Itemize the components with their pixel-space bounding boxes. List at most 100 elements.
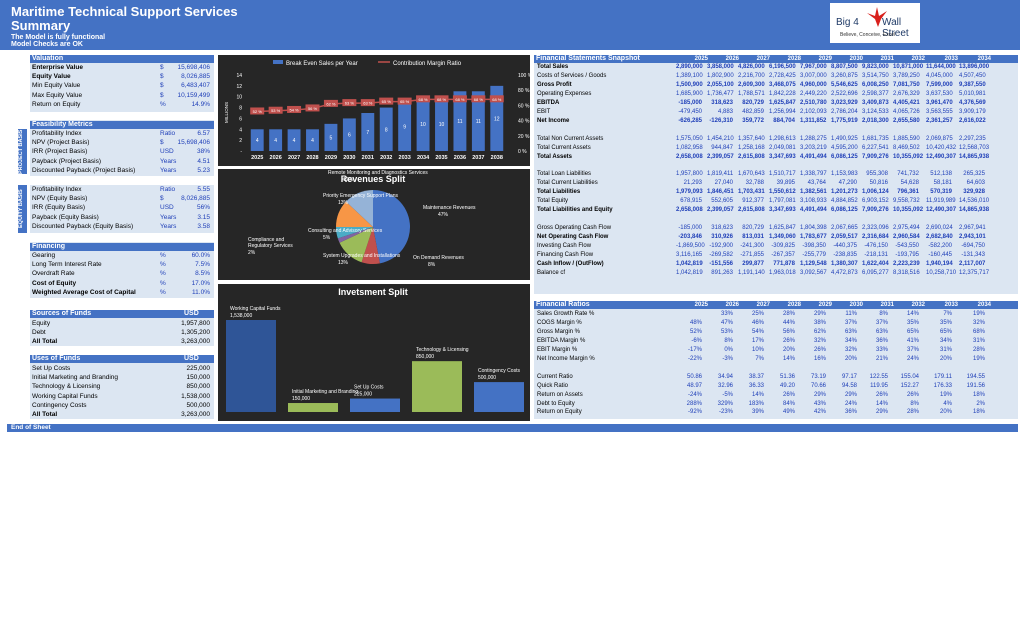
pie-slice: [346, 190, 373, 227]
snapshot-cell: 359,772: [742, 117, 764, 124]
snapshot-cell: 1,042,819: [676, 260, 703, 267]
snapshot-cell: 3,023,929: [831, 99, 858, 106]
snapshot-cell: 7,909,276: [862, 207, 889, 214]
snapshot-cell: 10,355,092: [893, 207, 924, 214]
ratios-cell: 183%: [748, 400, 764, 407]
ratios-cell: 35%: [939, 319, 952, 326]
project-metric-unit: Ratio: [160, 130, 176, 137]
snapshot-cell: 1,797,081: [769, 198, 796, 205]
margin-label: 68 %: [492, 97, 502, 102]
ratios-cell: 34.94: [717, 373, 733, 380]
pie-slice: [339, 227, 373, 263]
legend-label: Break Even Sales per Year: [286, 61, 358, 67]
snapshot-cell: -192,900: [709, 243, 733, 249]
snapshot-label: Total Liabilities: [537, 189, 581, 196]
snapshot-cell: 1,256,994: [769, 108, 796, 115]
snapshot-label: Investing Cash Flow: [537, 243, 592, 249]
financing-value: 11.0%: [192, 288, 210, 296]
bar-label: 6: [348, 133, 351, 139]
snapshot-cell: 14,865,938: [959, 153, 990, 160]
snapshot-row: Total Current Liabilities 21,293 27,040 32,…: [534, 179, 1018, 187]
snapshot-cell: 11,644,000: [926, 64, 956, 70]
company-logo: Big 4 Wall Street Believe, Conceive, Exc…: [830, 3, 920, 43]
ratios-cell: 8%: [724, 337, 733, 344]
ratios-cell: 16%: [813, 355, 826, 362]
use-value: 3,263,000: [181, 411, 210, 418]
ratios-years-year: 2026: [725, 302, 739, 308]
ratios-years-year: 2028: [787, 302, 801, 308]
snapshot-label: Gross Operating Cash Flow: [537, 225, 612, 232]
project-metric-label: NPV (Project Basis): [32, 139, 90, 147]
ratios-cell: 41%: [906, 337, 919, 344]
financing-unit: %: [160, 270, 166, 278]
snapshot-cell: 7,967,000: [800, 64, 827, 70]
snapshot-cell: 3,858,000: [707, 64, 734, 70]
snapshot-cell: 1,153,983: [831, 171, 858, 178]
revenues-split-chart: Revenues Split Maintenance Revenues 47% On …: [218, 169, 530, 280]
valuation-value: 14.9%: [191, 100, 210, 108]
snapshot-cell: 1,681,735: [862, 135, 889, 142]
snapshot-cell: 4,595,200: [831, 144, 858, 151]
snapshot-row: [534, 126, 1018, 134]
snapshot-cell: 1,129,548: [800, 260, 827, 267]
snapshot-cell: 2,055,100: [707, 81, 734, 88]
ratios-cell: 63%: [844, 328, 857, 335]
title-bar: Maritime Technical Support Services Summ…: [0, 0, 1020, 50]
snapshot-cell: 11,919,989: [926, 198, 956, 205]
snapshot-cell: 796,361: [897, 189, 919, 196]
ratios-years: 2025 2026 2027 2028 2029 2030 2031 2032 2033 2034: [534, 301, 1018, 309]
snapshot-cell: 1,550,612: [769, 189, 796, 196]
snapshot-cell: 6,095,277: [862, 269, 889, 276]
financing-header: Financing: [30, 243, 214, 251]
ratios-cell: 14%: [751, 391, 764, 398]
snapshot-cell: 2,059,517: [831, 234, 858, 241]
financing-unit: %: [160, 288, 166, 296]
ratios-cell: 48.97: [686, 382, 702, 389]
slice-label: Regulatory Services: [248, 243, 293, 249]
snapshot-years: 2025 2026 2027 2028 2029 2030 2031 2032 2033 2034: [534, 55, 1018, 63]
snapshot-cell: 329,928: [963, 189, 985, 196]
y-tick: 14: [236, 73, 242, 79]
ratios-cell: 26%: [906, 391, 919, 398]
snapshot-cell: 58,181: [933, 180, 952, 187]
ratios-cell: -92%: [687, 409, 702, 416]
valuation-value: 6,483,407: [181, 82, 210, 90]
ratios-cell: 33%: [875, 346, 888, 353]
snapshot-cell: 3,468,075: [769, 81, 796, 88]
use-row: Set Up Costs 225,000: [32, 364, 212, 373]
y-tick: 2: [239, 138, 242, 144]
snapshot-row: [534, 215, 1018, 223]
use-label: Contingency Costs: [32, 401, 87, 409]
margin-marker: [268, 106, 283, 114]
snapshot-years-year: 2032: [911, 56, 925, 62]
snapshot-cell: 884,704: [773, 117, 795, 124]
snapshot-cell: -1,869,500: [676, 243, 705, 249]
investment-label: Technology & Licensing: [416, 347, 469, 353]
snapshot-label: Total Current Liabilities: [537, 180, 598, 187]
snapshot-cell: 2,102,093: [800, 108, 827, 115]
valuation-value: 15,698,406: [177, 64, 210, 71]
break-even-bar: [306, 129, 319, 151]
y2-tick: 60 %: [518, 103, 530, 109]
snapshot-cell: 2,615,808: [738, 153, 765, 160]
snapshot-cell: 912,377: [742, 198, 764, 205]
break-even-svg: Break Even Sales per Year Contribution Ma…: [224, 60, 533, 161]
equity-metric-label: Payback (Equity Basis): [32, 213, 99, 221]
snapshot-cell: 4,045,000: [926, 72, 953, 79]
snapshot-cell: 7,081,750: [893, 81, 920, 88]
snapshot-cell: 14,865,938: [959, 207, 990, 214]
bar-label: 11: [476, 119, 481, 125]
snapshot-cell: 12,375,717: [959, 269, 990, 276]
snapshot-cell: -238,835: [833, 251, 857, 258]
snapshot-cell: -267,357: [771, 251, 795, 258]
pie-slice: [361, 227, 380, 264]
ratios-label: EBIT Margin %: [537, 346, 578, 353]
snapshot-cell: 4,507,450: [959, 72, 986, 79]
snapshot-cell: 2,609,300: [738, 81, 765, 88]
use-row: Initial Marketing and Branding 150,000: [32, 373, 212, 382]
snapshot-cell: 47,290: [838, 180, 857, 187]
ratios-cell: 32%: [844, 346, 857, 353]
uses-panel: [30, 355, 214, 419]
project-metric-unit: $: [160, 139, 164, 147]
snapshot-cell: 265,325: [963, 171, 985, 178]
